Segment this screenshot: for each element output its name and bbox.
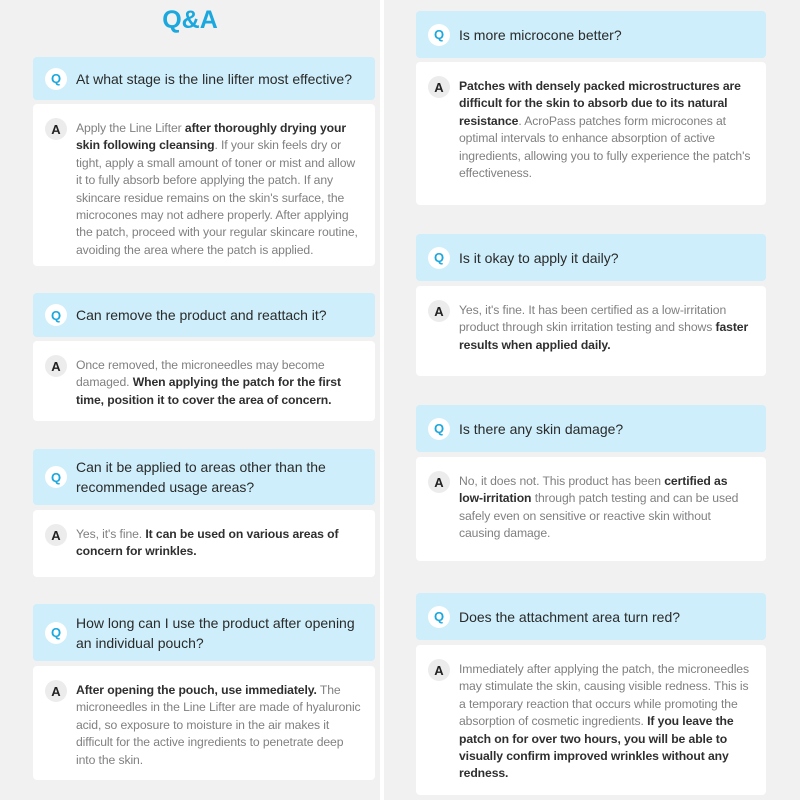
answer-segment: Immediately after applying the patch, th… — [459, 662, 749, 729]
question-text: Can it be applied to areas other than th… — [76, 459, 326, 495]
answer-text: Yes, it's fine. It has been certified as… — [459, 302, 754, 354]
a-badge-icon: A — [45, 355, 67, 377]
a-badge-icon: A — [428, 471, 450, 493]
question-text: Can remove the product and reattach it? — [76, 307, 327, 323]
answer-segment: . If your skin feels dry or tight, apply… — [76, 138, 358, 257]
q-badge-icon: Q — [45, 304, 67, 326]
answer-segment: Apply the Line Lifter — [76, 121, 185, 135]
a-badge-icon: A — [45, 118, 67, 140]
question-text: Does the attachment area turn red? — [459, 608, 681, 625]
answer-card: A No, it does not. This product has been … — [416, 457, 766, 561]
q-badge-icon: Q — [45, 466, 67, 488]
q-badge-icon: Q — [45, 67, 67, 90]
a-badge-icon: A — [428, 659, 450, 681]
answer-highlight: When applying the patch for the first ti… — [76, 375, 341, 407]
question-card[interactable]: Q Can remove the product and reattach it? — [33, 293, 375, 337]
answer-highlight: After opening the pouch, use immediately… — [76, 683, 317, 697]
answer-segment: . AcroPass patches form microcones at op… — [459, 113, 751, 181]
answer-highlight: faster results when applied daily. — [459, 320, 749, 352]
page-title: Q&A — [162, 6, 218, 34]
question-card[interactable]: Q Does the attachment area turn red? — [416, 593, 766, 640]
answer-text: Apply the Line Lifter after thoroughly d… — [76, 120, 363, 259]
question-text: At what stage is the line lifter most ef… — [76, 70, 352, 87]
question-card[interactable]: Q Is more microcone better? — [416, 11, 766, 58]
a-badge-icon: A — [45, 680, 67, 702]
question-text: How long can I use the product after ope… — [76, 614, 355, 651]
answer-segment: through patch testing and can be used sa… — [459, 491, 739, 541]
answer-highlight: It can be used on various areas of conce… — [76, 527, 339, 559]
question-text: Is it okay to apply it daily? — [459, 249, 619, 266]
q-badge-icon: Q — [428, 417, 450, 440]
answer-segment: No, it does not. This product has been — [459, 474, 665, 488]
answer-card: A Immediately after applying the patch, t… — [416, 645, 766, 795]
question-card[interactable]: Q How long can I use the product after op… — [33, 604, 375, 661]
answer-highlight: If you leave the patch on for over two h… — [459, 714, 734, 781]
answer-highlight: Patches with densely packed microstructu… — [459, 79, 741, 128]
column-divider — [380, 0, 384, 800]
answer-card: A Patches with densely packed microstruct… — [416, 62, 766, 205]
q-badge-icon: Q — [428, 23, 450, 46]
answer-text: After opening the pouch, use immediately… — [76, 682, 363, 769]
answer-segment: Yes, it's fine. — [76, 527, 146, 541]
answer-card: A Yes, it's fine. It can be used on vario… — [33, 510, 375, 577]
question-text: Is there any skin damage? — [459, 420, 624, 437]
answer-text: Immediately after applying the patch, th… — [459, 661, 754, 783]
a-badge-icon: A — [428, 300, 450, 322]
question-text: Is more microcone better? — [459, 26, 622, 43]
q-badge-icon: Q — [45, 621, 67, 644]
answer-card: A Yes, it's fine. It has been certified a… — [416, 286, 766, 376]
answer-card: A Once removed, the microneedles may beco… — [33, 341, 375, 421]
answer-card: A Apply the Line Lifter after thoroughly … — [33, 104, 375, 266]
q-badge-icon: Q — [428, 246, 450, 269]
question-card[interactable]: Q Is it okay to apply it daily? — [416, 234, 766, 281]
answer-text: No, it does not. This product has been c… — [459, 473, 754, 543]
answer-text: Yes, it's fine. It can be used on variou… — [76, 526, 363, 561]
question-card[interactable]: Q Is there any skin damage? — [416, 405, 766, 452]
a-badge-icon: A — [428, 76, 450, 98]
answer-segment: Yes, it's fine. It has been certified as… — [459, 303, 727, 335]
answer-highlight: certified as low-irritation — [459, 474, 728, 506]
a-badge-icon: A — [45, 524, 67, 546]
answer-card: A After opening the pouch, use immediatel… — [33, 666, 375, 780]
answer-segment: The microneedles in the Line Lifter are … — [76, 683, 361, 767]
question-card[interactable]: Q At what stage is the line lifter most e… — [33, 57, 375, 100]
answer-segment: Once removed, the microneedles may becom… — [76, 358, 325, 390]
answer-highlight: after thoroughly drying your skin follow… — [76, 121, 346, 153]
answer-text: Patches with densely packed microstructu… — [459, 78, 754, 182]
q-badge-icon: Q — [428, 605, 450, 628]
answer-text: Once removed, the microneedles may becom… — [76, 357, 363, 409]
question-card[interactable]: Q Can it be applied to areas other than t… — [33, 449, 375, 505]
